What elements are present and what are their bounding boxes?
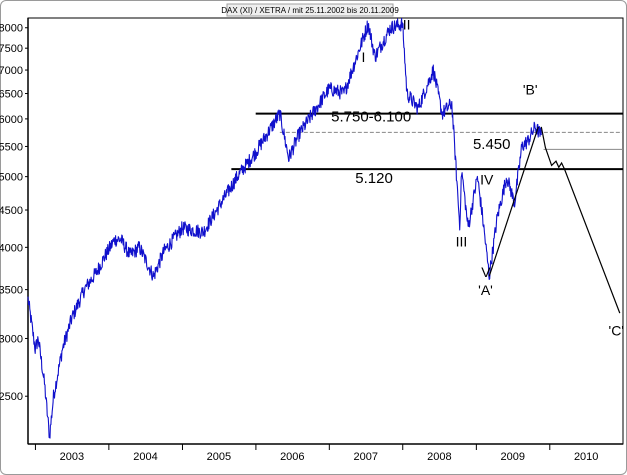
wave-label-2: III: [456, 234, 468, 250]
y-tick-label-8000: 8000: [0, 23, 23, 35]
y-tick-label-7000: 7000: [0, 65, 23, 77]
y-tick-label-5500: 5500: [0, 141, 23, 153]
y-tick-label-6500: 6500: [0, 89, 23, 101]
y-tick-label-3000: 3000: [0, 333, 23, 345]
wave-label-6: 'B': [523, 82, 538, 98]
wave-label-1: II: [403, 17, 411, 33]
x-tick-label-2005: 2005: [207, 451, 231, 463]
x-tick-label-2006: 2006: [280, 451, 304, 463]
wave-label-3: IV: [480, 171, 494, 187]
y-tick-label-7500: 7500: [0, 43, 23, 55]
y-tick-label-4000: 4000: [0, 242, 23, 254]
dax-price-line: [27, 17, 542, 439]
y-tick-label-6000: 6000: [0, 114, 23, 126]
projection-line: [540, 126, 621, 314]
y-tick-label-5000: 5000: [0, 172, 23, 184]
wave-label-4: V: [481, 264, 491, 280]
x-tick-label-2003: 2003: [60, 451, 84, 463]
chart-title: DAX (XI) / XETRA / mit 25.11.2002 bis 20…: [221, 6, 399, 15]
x-tick-label-2007: 2007: [353, 451, 377, 463]
trend-line: [488, 126, 539, 277]
level-label-0: 5.750-6.100: [331, 109, 411, 126]
level-label-1: 5.450: [473, 136, 511, 153]
title-bar: [226, 3, 394, 17]
y-tick-label-4500: 4500: [0, 205, 23, 217]
x-tick-label-2004: 2004: [133, 451, 157, 463]
level-label-2: 5.120: [355, 170, 393, 187]
x-tick-label-2008: 2008: [427, 451, 451, 463]
x-tick-label-2010: 2010: [574, 451, 598, 463]
y-tick-label-2500: 2500: [0, 391, 23, 403]
x-tick-label-2009: 2009: [501, 451, 525, 463]
wave-label-0: I: [362, 49, 366, 65]
wave-label-7: 'C': [609, 322, 624, 338]
wave-label-5: 'A': [478, 282, 493, 298]
y-tick-label-3500: 3500: [0, 285, 23, 297]
